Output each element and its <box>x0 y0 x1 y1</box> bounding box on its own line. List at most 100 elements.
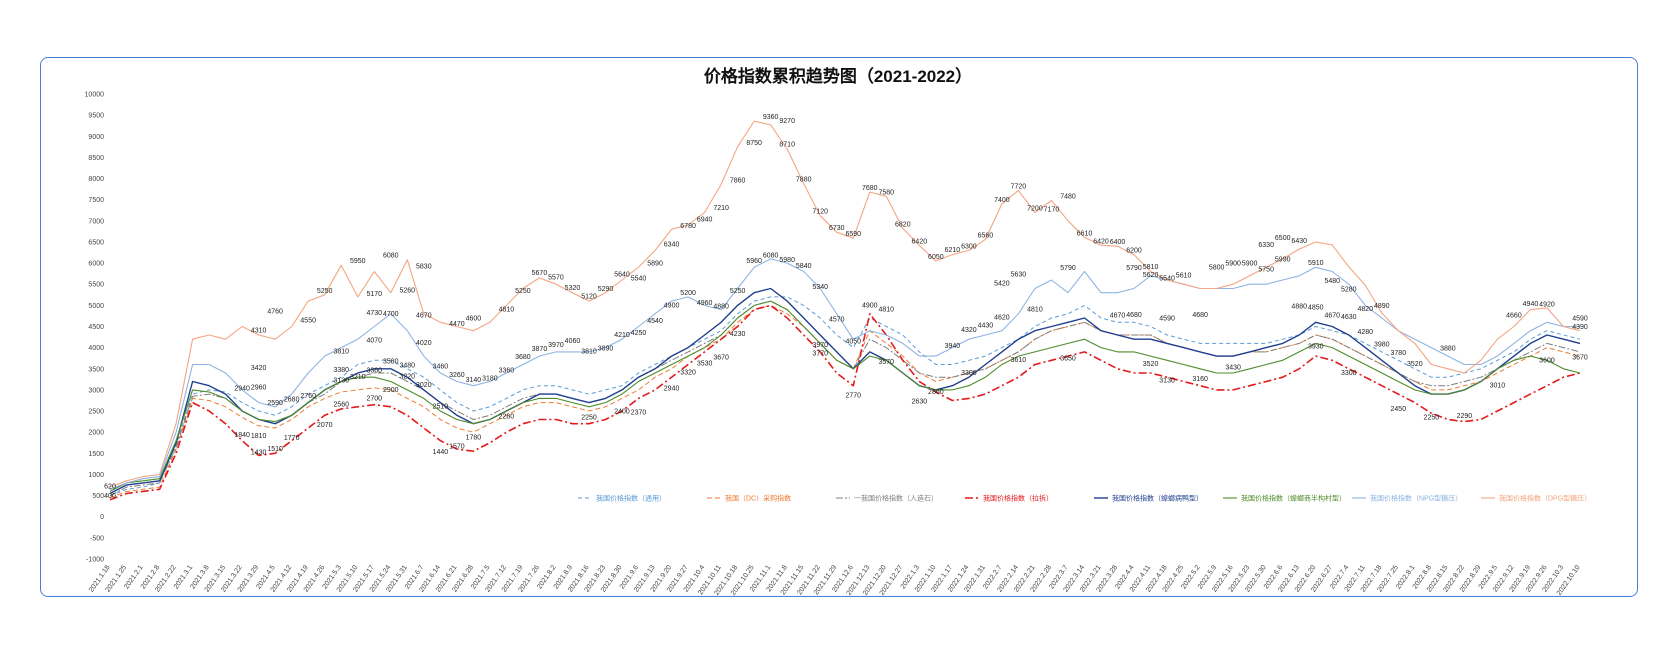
data-label: 3300 <box>961 370 977 377</box>
data-label: 3970 <box>548 342 564 349</box>
data-label: 3650 <box>1060 355 1076 362</box>
data-label: 5280 <box>1341 287 1357 294</box>
data-label: 5610 <box>1176 273 1192 280</box>
data-label: 7210 <box>713 205 729 212</box>
y-tick-label: -500 <box>90 535 104 542</box>
data-label: 3220 <box>400 374 416 381</box>
legend-item: 我国价格指数（NPG型糖压） <box>1370 494 1462 503</box>
data-label: 7580 <box>879 189 895 196</box>
data-label: 3420 <box>251 365 267 372</box>
data-label: 7480 <box>1060 194 1076 201</box>
y-tick-label: 6500 <box>88 239 104 246</box>
data-label: 620 <box>104 484 116 491</box>
data-label: 4660 <box>1506 313 1522 320</box>
data-label: 5640 <box>614 271 630 278</box>
data-label: 4670 <box>1324 312 1340 319</box>
data-label: 7170 <box>1044 207 1060 214</box>
y-tick-label: 1500 <box>88 451 104 458</box>
y-tick-label: 3500 <box>88 366 104 373</box>
data-label: 6610 <box>1077 230 1093 237</box>
data-label: 4020 <box>416 340 432 347</box>
data-label: 1430 <box>251 449 267 456</box>
data-label: 4810 <box>879 306 895 313</box>
y-tick-label: 9000 <box>88 134 104 141</box>
data-label: 1810 <box>251 433 267 440</box>
chart-title: 价格指数累积趋势图（2021-2022） <box>703 67 973 86</box>
data-label: 4620 <box>994 314 1010 321</box>
data-label: 4880 <box>1291 303 1307 310</box>
legend-item: 我国价格指数（蟑螂商半构村型） <box>1241 494 1346 503</box>
data-label: 4760 <box>267 309 283 316</box>
data-label: 5750 <box>1258 267 1274 274</box>
data-label: 1440 <box>433 449 449 456</box>
data-label: 3780 <box>1391 350 1407 357</box>
data-label: 4850 <box>1308 305 1324 312</box>
data-label: 5890 <box>647 261 663 268</box>
data-label: 3180 <box>482 375 498 382</box>
data-label: 4900 <box>664 303 680 310</box>
y-tick-label: 4000 <box>88 345 104 352</box>
data-label: 5840 <box>796 263 812 270</box>
data-label: 4050 <box>845 339 861 346</box>
data-label: 3380 <box>333 367 349 374</box>
data-label: 3600 <box>1539 358 1555 365</box>
data-label: 3520 <box>1143 361 1159 368</box>
data-label: 4810 <box>499 306 515 313</box>
data-label: 7400 <box>994 197 1010 204</box>
y-tick-label: 5000 <box>88 303 104 310</box>
x-axis: 2021.1.182021.1.252021.2.12021.2.82021.2… <box>88 564 1582 597</box>
data-label: 5320 <box>565 285 581 292</box>
data-label: 4670 <box>416 312 432 319</box>
data-label: 6300 <box>961 243 977 250</box>
data-label: 4280 <box>1357 329 1373 336</box>
data-label: 5250 <box>317 288 333 295</box>
data-label: 2680 <box>284 396 300 403</box>
legend-item: 我国（DC）采购指数 <box>725 494 791 503</box>
data-label: 4600 <box>466 315 482 322</box>
data-label: 6730 <box>829 225 845 232</box>
data-label: 2960 <box>251 385 267 392</box>
data-label: 3940 <box>945 343 961 350</box>
y-tick-label: 500 <box>92 493 104 500</box>
data-label: 4590 <box>1572 316 1588 323</box>
data-label: 3890 <box>598 345 614 352</box>
data-label: 5900 <box>1225 260 1241 267</box>
y-tick-label: 6000 <box>88 261 104 268</box>
data-label: 4590 <box>1159 316 1175 323</box>
data-label: 3260 <box>449 372 465 379</box>
data-label: 6210 <box>945 247 961 254</box>
data-label: 2770 <box>845 393 861 400</box>
data-label: 4470 <box>449 321 465 328</box>
data-label: 3300 <box>1341 370 1357 377</box>
y-tick-label: 4500 <box>88 324 104 331</box>
data-label: 5420 <box>994 281 1010 288</box>
data-label: 6080 <box>383 253 399 260</box>
data-label: 6340 <box>664 242 680 249</box>
data-label: 3130 <box>333 377 349 384</box>
data-label: 4960 <box>697 300 713 307</box>
data-label: 6330 <box>1258 242 1274 249</box>
data-label: 6420 <box>1093 238 1109 245</box>
data-label: 5540 <box>1159 276 1175 283</box>
data-label: 4880 <box>713 303 729 310</box>
data-label: 4680 <box>1126 312 1142 319</box>
data-label: 5910 <box>1308 260 1324 267</box>
data-label: 3680 <box>515 354 531 361</box>
data-label: 5480 <box>1324 278 1340 285</box>
y-tick-label: 10000 <box>85 92 105 99</box>
data-label: 5570 <box>548 274 564 281</box>
data-label: 2450 <box>1391 406 1407 413</box>
y-tick-label: 7500 <box>88 197 104 204</box>
data-label: 5960 <box>746 258 762 265</box>
data-label: 3360 <box>499 368 515 375</box>
data-label: 7860 <box>730 177 746 184</box>
data-label: 5340 <box>812 284 828 291</box>
series-line-7 <box>109 258 1580 490</box>
y-tick-label: 8000 <box>88 176 104 183</box>
data-label: 5810 <box>1143 264 1159 271</box>
data-label: 5620 <box>1143 272 1159 279</box>
y-tick-label: 0 <box>100 514 104 521</box>
data-label: 3010 <box>1490 382 1506 389</box>
data-label: 9360 <box>763 114 779 121</box>
